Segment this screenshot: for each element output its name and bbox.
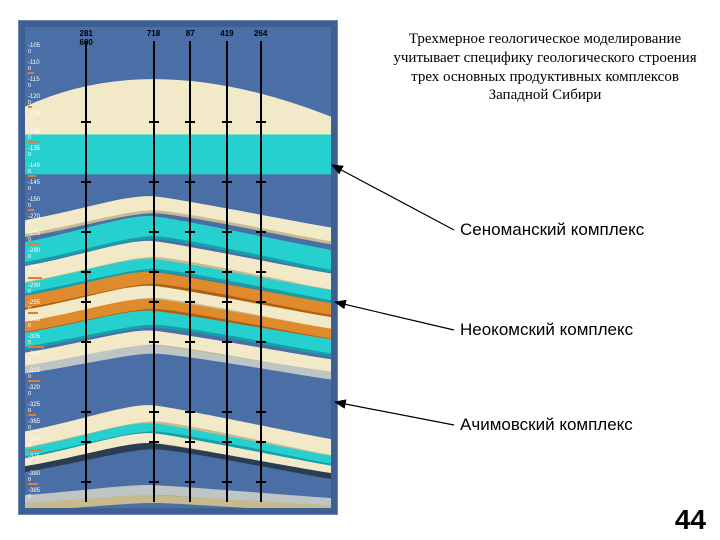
- complex-label: Ачимовский комплекс: [460, 415, 633, 435]
- slide: 28160071887419264 -1050-1100-1150-1200-1…: [0, 0, 720, 540]
- depth-tick: -3100: [28, 351, 60, 361]
- description-text: Трехмерное геологическое моделирование у…: [380, 30, 710, 105]
- depth-tick: -2950: [28, 300, 60, 310]
- leader-arrow: [332, 165, 454, 230]
- depth-tick: -3850: [28, 488, 60, 498]
- complex-label: Сеноманский комплекс: [460, 220, 644, 240]
- depth-tick: -2900: [28, 283, 60, 293]
- leader-arrow: [335, 402, 454, 425]
- well-label: 600: [80, 38, 93, 47]
- well-labels-row: 281600 718 87 419 264: [25, 29, 331, 47]
- depth-tick: -1250: [28, 111, 60, 121]
- depth-tick: -3000: [28, 317, 60, 327]
- depth-tick: -1100: [28, 60, 60, 70]
- depth-tick: -3750: [28, 454, 60, 464]
- well-label: 718: [147, 29, 160, 38]
- depth-tick: -2850: [28, 265, 60, 275]
- depth-tick: -1150: [28, 77, 60, 87]
- well-borehole: [260, 41, 262, 502]
- well-label: 264: [254, 29, 267, 38]
- depth-tick: -2750: [28, 231, 60, 241]
- depth-tick: -3800: [28, 471, 60, 481]
- well-label: 419: [220, 29, 233, 38]
- well-borehole: [226, 41, 228, 502]
- cross-section-plot: 28160071887419264 -1050-1100-1150-1200-1…: [25, 27, 331, 508]
- well-label: 281: [80, 29, 93, 38]
- strata-layers: [25, 27, 331, 508]
- page-number: 44: [675, 504, 706, 536]
- depth-tick: -3650: [28, 419, 60, 429]
- depth-tick: -1300: [28, 129, 60, 139]
- depth-tick: -1350: [28, 146, 60, 156]
- depth-tick: -2800: [28, 248, 60, 258]
- cross-section-panel: 28160071887419264 -1050-1100-1150-1200-1…: [18, 20, 338, 515]
- depth-tick: -1200: [28, 94, 60, 104]
- depth-axis: -1050-1100-1150-1200-1250-1300-1350-1400…: [28, 43, 60, 498]
- depth-tick: -3050: [28, 334, 60, 344]
- leader-arrow: [335, 302, 454, 330]
- depth-tick: -1400: [28, 163, 60, 173]
- depth-tick: -3700: [28, 437, 60, 447]
- well-label: 87: [186, 29, 195, 38]
- well-borehole: [85, 41, 87, 502]
- depth-tick: -2700: [28, 214, 60, 224]
- depth-tick: -1450: [28, 180, 60, 190]
- complex-label: Неокомский комплекс: [460, 320, 633, 340]
- stratum-layer: [25, 135, 331, 175]
- well-borehole: [189, 41, 191, 502]
- depth-tick: -3250: [28, 402, 60, 412]
- depth-tick: -1500: [28, 197, 60, 207]
- depth-tick: -3200: [28, 385, 60, 395]
- depth-tick: -3150: [28, 368, 60, 378]
- well-borehole: [153, 41, 155, 502]
